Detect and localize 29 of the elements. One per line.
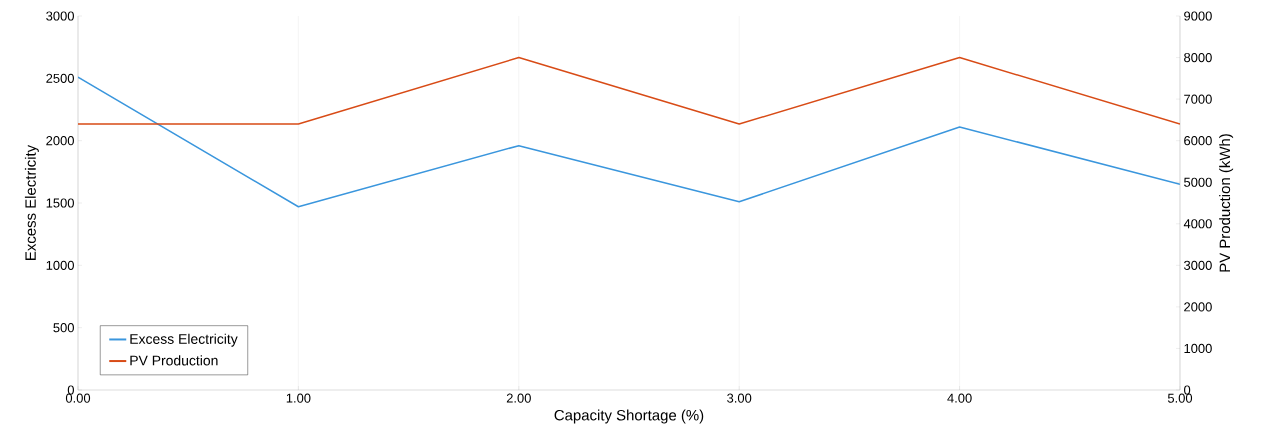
x-tick-label: 3.00 xyxy=(727,393,752,403)
y2-tick-label: 1000 xyxy=(1184,343,1212,354)
legend-label: PV Production xyxy=(130,355,218,366)
y-tick-label: 2000 xyxy=(46,136,74,146)
y2-tick-label: 6000 xyxy=(1184,136,1212,146)
x-tick-label: 5.00 xyxy=(1167,393,1193,403)
line-series xyxy=(78,76,1180,208)
x-tick-label: 1.00 xyxy=(286,393,311,403)
y-tick-label: 3000 xyxy=(46,11,74,21)
x-tick-label: 4.00 xyxy=(947,393,972,403)
y2-tick-label: 9000 xyxy=(1184,11,1212,21)
y2-tick-label: 0 xyxy=(1184,385,1191,395)
y-tick-label: 1500 xyxy=(46,198,74,208)
y2-tick-label: 8000 xyxy=(1184,52,1212,63)
y2-tick-label: 5000 xyxy=(1184,177,1212,187)
y2-axis-title: PV Production (kWh) xyxy=(1219,134,1234,272)
x-tick-label: 0.00 xyxy=(65,393,91,403)
x-axis-title: Capacity Shortage (%) xyxy=(554,409,704,424)
y-tick-label: 0 xyxy=(67,385,74,395)
y-tick-label: 1000 xyxy=(46,260,74,270)
y-tick-label: 2500 xyxy=(46,73,74,83)
y2-tick-label: 4000 xyxy=(1183,219,1212,229)
y-axis-title: Excess Electricity xyxy=(24,144,39,260)
x-tick-label: 2.00 xyxy=(506,393,531,403)
y2-tick-label: 3000 xyxy=(1184,260,1212,270)
y2-tick-label: 7000 xyxy=(1184,94,1212,104)
y2-tick-label: 2000 xyxy=(1184,302,1212,312)
y-tick-label: 500 xyxy=(53,323,74,333)
legend-label: Excess Electricity xyxy=(130,333,238,347)
